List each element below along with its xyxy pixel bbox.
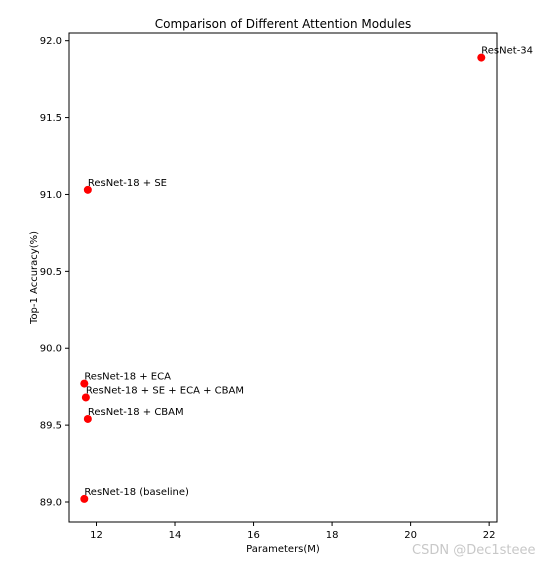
x-tick-label: 14 [169, 530, 182, 541]
x-axis-ticks: 12 14 16 18 20 22 [90, 522, 496, 541]
data-point [80, 379, 89, 388]
data-point [81, 393, 90, 402]
chart-title: Comparison of Different Attention Module… [155, 17, 412, 31]
y-tick-label: 91.0 [40, 190, 62, 201]
data-point-label: ResNet-34 [481, 46, 533, 57]
y-tick-label: 89.5 [40, 421, 62, 432]
y-tick-label: 90.5 [40, 267, 62, 278]
data-point-label: ResNet-18 (baseline) [84, 487, 189, 498]
x-tick-label: 22 [483, 530, 496, 541]
x-tick-label: 20 [404, 530, 417, 541]
y-axis-ticks: 89.0 89.5 90.0 90.5 91.0 91.5 92.0 [40, 36, 69, 509]
data-point [477, 53, 486, 62]
data-point [83, 414, 92, 423]
data-point [80, 494, 89, 503]
x-tick-label: 18 [326, 530, 339, 541]
x-tick-label: 16 [247, 530, 260, 541]
x-tick-label: 12 [90, 530, 103, 541]
y-tick-label: 92.0 [40, 36, 62, 47]
data-point-label: ResNet-18 + ECA [84, 372, 171, 383]
data-point-label: ResNet-18 + CBAM [88, 407, 184, 418]
y-axis-label: Top-1 Accuracy(%) [29, 231, 40, 325]
data-point-label: ResNet-18 + SE + ECA + CBAM [86, 385, 244, 396]
y-tick-label: 90.0 [40, 344, 62, 355]
plot-frame [68, 32, 498, 523]
y-tick-label: 89.0 [40, 498, 62, 509]
data-points: ResNet-34 ResNet-18 + SE ResNet-18 + ECA Re… [80, 46, 533, 503]
data-point-label: ResNet-18 + SE [88, 178, 167, 189]
y-tick-label: 91.5 [40, 113, 62, 124]
x-axis-label: Parameters(M) [246, 544, 320, 555]
watermark: CSDN @Dec1steee [412, 543, 536, 558]
data-point [83, 185, 92, 194]
